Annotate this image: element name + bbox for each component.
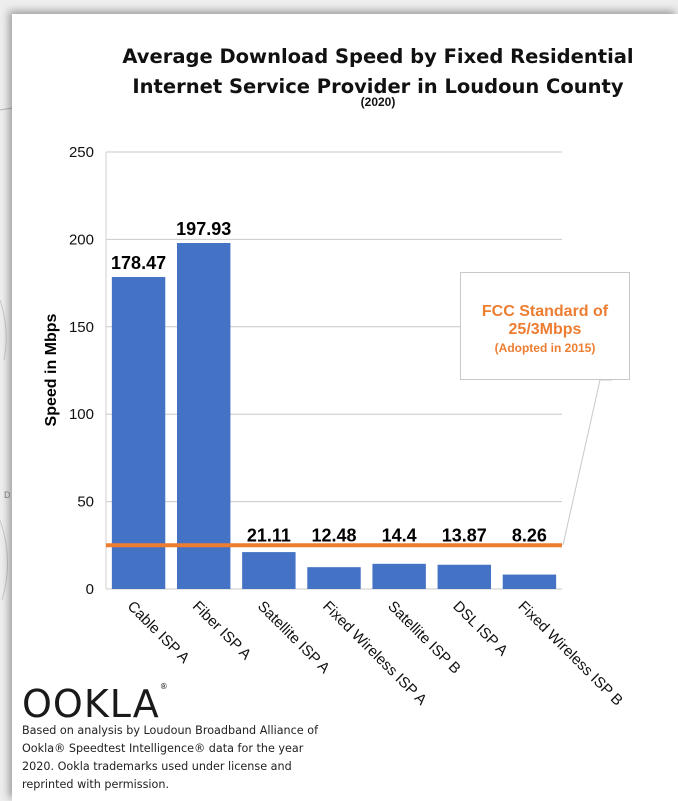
y-tick-label: 150 (69, 319, 94, 336)
y-tick-label: 50 (77, 494, 94, 511)
data-label: 21.11 (247, 525, 291, 545)
data-label: 178.47 (111, 253, 166, 273)
x-tick-label: DSL ISP A (449, 598, 511, 660)
fcc-standard-callout: FCC Standard of 25/3Mbps (Adopted in 201… (460, 272, 630, 380)
x-tick-label: Fixed Wireless ISP B (515, 598, 626, 709)
callout-pointer (562, 379, 612, 546)
bar (372, 563, 426, 589)
logo-text: OOKLA (22, 682, 160, 726)
chart-subtitle: (2020) (360, 95, 396, 109)
y-tick-label: 200 (69, 231, 94, 248)
chart-title: Average Download Speed by Fixed Resident… (122, 45, 634, 98)
bar (502, 574, 557, 589)
bar (111, 277, 166, 589)
bar (242, 552, 296, 589)
source-credit: Based on analysis by Loudoun Broadband A… (22, 724, 319, 791)
bar (307, 567, 361, 589)
data-label: 14.4 (382, 525, 417, 545)
logo-registered-mark: ® (159, 682, 169, 691)
callout-line-3: (Adopted in 2015) (494, 341, 596, 355)
x-tick-label: Cable ISP A (124, 598, 193, 667)
bar (437, 564, 491, 589)
y-tick-label: 100 (69, 406, 94, 423)
x-tick-label: Fiber ISP A (189, 598, 254, 663)
bar (177, 243, 231, 589)
data-label: 13.87 (442, 525, 487, 545)
ookla-logo: OOKLA® (22, 682, 169, 726)
data-label: 12.48 (311, 525, 356, 545)
data-label: 197.93 (176, 219, 231, 239)
callout-line-2: 25/3Mbps (508, 321, 582, 338)
callout-line-1: FCC Standard of (481, 303, 609, 320)
y-tick-label: 250 (69, 144, 94, 161)
y-tick-label: 0 (86, 581, 94, 598)
data-label: 8.26 (512, 525, 547, 545)
side-letter: D (4, 490, 11, 500)
